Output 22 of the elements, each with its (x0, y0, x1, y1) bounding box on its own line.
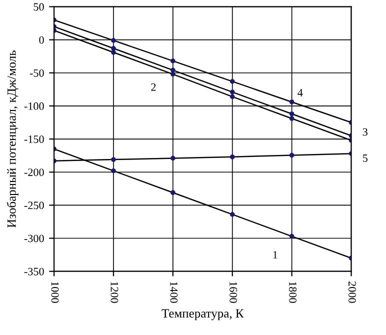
series-label: 3 (362, 128, 368, 136)
y-tick-label: -100 (24, 102, 44, 110)
series-label: 2 (151, 83, 156, 91)
series-label: 4 (298, 89, 303, 96)
y-tick-label: -150 (24, 135, 44, 143)
y-tick-label: -200 (24, 168, 44, 176)
x-tick-label: 1400 (170, 282, 178, 303)
y-tick-label: -350 (24, 268, 44, 276)
y-axis-title: Изобарный потенциал, кДж/моль (6, 50, 18, 228)
x-tick-label: 1200 (110, 282, 118, 303)
x-tick-label: 1000 (51, 282, 59, 303)
x-tick-label: 1600 (230, 282, 238, 303)
series-label: 5 (363, 154, 368, 162)
y-tick-label: 0 (39, 36, 44, 44)
y-tick-label: 50 (34, 3, 44, 11)
y-tick-label: -300 (24, 234, 44, 242)
x-tick-label: 2000 (348, 282, 356, 303)
x-tick-label: 1800 (289, 282, 297, 303)
y-tick-label: -250 (24, 202, 44, 210)
series-label: 1 (273, 251, 278, 258)
x-axis-title: Температура, К (162, 309, 244, 320)
y-tick-label: -50 (30, 69, 44, 77)
